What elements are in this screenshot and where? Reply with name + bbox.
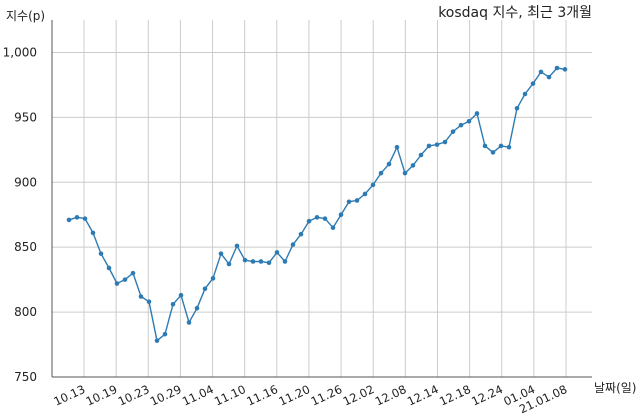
- data-point: [354, 198, 360, 203]
- data-point: [146, 299, 152, 305]
- data-point: [394, 144, 400, 150]
- series-line: [68, 67, 566, 342]
- data-point: [562, 67, 568, 72]
- data-point: [162, 331, 168, 337]
- x-tick-label: 11.20: [276, 382, 312, 409]
- data-point: [282, 259, 288, 264]
- data-point: [370, 182, 376, 188]
- data-point: [514, 105, 520, 111]
- data-point: [426, 143, 432, 149]
- x-tick-label: 12.08: [373, 382, 409, 409]
- x-tick-label: 11.16: [244, 382, 280, 409]
- x-tick-label: 10.29: [148, 382, 184, 409]
- data-point: [90, 230, 96, 236]
- data-point: [378, 170, 384, 176]
- y-tick-label: 900: [14, 175, 37, 189]
- data-point: [554, 65, 560, 71]
- y-tick-label: 1,000: [3, 45, 37, 59]
- data-point: [218, 251, 224, 256]
- data-point: [442, 139, 448, 145]
- data-point: [346, 199, 352, 205]
- x-tick-labels: 10.1310.1910.2310.2911.0411.1011.1611.20…: [51, 382, 569, 416]
- data-point: [82, 216, 88, 221]
- x-tick-label: 12.02: [341, 382, 377, 409]
- chart-title: kosdaq 지수, 최근 3개월: [438, 5, 592, 21]
- data-point: [490, 150, 496, 155]
- data-point: [474, 111, 480, 116]
- data-point: [210, 276, 216, 281]
- data-point: [290, 242, 296, 247]
- x-tick-label: 10.13: [51, 382, 87, 409]
- y-tick-label: 750: [14, 370, 37, 384]
- data-point: [314, 215, 320, 220]
- data-point: [362, 191, 368, 197]
- data-point: [226, 261, 232, 267]
- data-point: [234, 243, 240, 249]
- data-point: [74, 215, 80, 220]
- data-point: [178, 292, 184, 298]
- x-tick-label: 12.18: [437, 382, 473, 409]
- data-point: [498, 143, 504, 149]
- data-point: [330, 225, 336, 231]
- data-point: [106, 265, 112, 271]
- data-point: [138, 294, 144, 299]
- series-line-layer: [68, 67, 566, 342]
- x-axis-label: 날짜(일): [594, 381, 636, 395]
- data-point: [522, 91, 528, 97]
- y-tick-labels: 750 800 850 900 950 1,000: [3, 45, 37, 384]
- data-point: [298, 231, 304, 237]
- data-point: [306, 218, 312, 224]
- data-point: [170, 302, 176, 307]
- x-tick-label: 11.04: [180, 382, 216, 409]
- data-point: [266, 260, 272, 266]
- data-point: [322, 216, 328, 221]
- data-point: [258, 259, 264, 264]
- data-point: [530, 81, 536, 86]
- data-point: [482, 143, 488, 149]
- data-point: [450, 129, 456, 134]
- data-point: [538, 69, 544, 75]
- data-point: [114, 281, 120, 286]
- data-point: [98, 251, 104, 256]
- data-point: [506, 144, 512, 150]
- data-point: [466, 118, 472, 124]
- data-point: [194, 305, 200, 311]
- x-tick-label: 10.19: [84, 382, 120, 409]
- data-point: [418, 152, 424, 158]
- data-point: [402, 170, 408, 176]
- data-point: [434, 142, 440, 147]
- x-tick-label: 11.10: [212, 382, 248, 409]
- x-tick-label: 11.26: [309, 382, 345, 409]
- data-point: [250, 259, 256, 264]
- grid-lines: [52, 20, 592, 378]
- data-point: [130, 270, 136, 276]
- data-point: [410, 163, 416, 168]
- data-point: [458, 122, 464, 128]
- data-point: [338, 212, 344, 218]
- y-axis-label: 지수(p): [6, 9, 45, 23]
- data-point: [154, 338, 160, 343]
- y-tick-label: 950: [14, 110, 37, 124]
- data-point: [274, 250, 280, 255]
- data-point: [546, 74, 552, 80]
- data-point: [66, 217, 72, 223]
- data-point: [186, 320, 192, 325]
- x-tick-label: 10.23: [116, 382, 152, 409]
- x-tick-label: 12.24: [469, 382, 505, 409]
- data-point: [122, 277, 128, 282]
- data-points: [66, 65, 568, 343]
- x-tick-label: 12.14: [405, 382, 441, 409]
- data-point: [202, 286, 208, 292]
- axis-lines: [51, 20, 592, 378]
- data-point: [386, 161, 392, 167]
- y-tick-label: 800: [14, 305, 37, 319]
- y-tick-label: 850: [14, 240, 37, 254]
- data-point: [242, 257, 248, 263]
